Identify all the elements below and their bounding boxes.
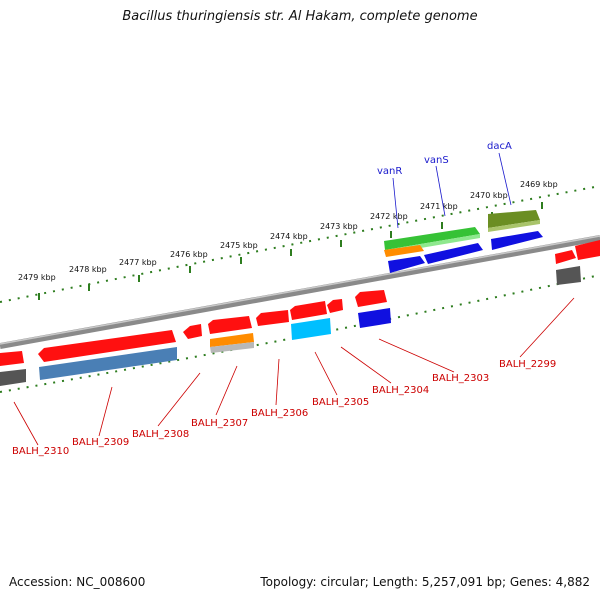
gene-label-BALH_2303: BALH_2303 [432,373,489,384]
bottom-gene-label-text: BALH_2310 BALH_2309 BALH_2308 BALH_2307 … [12,359,556,457]
gene-label-dacA: dacA [487,141,512,152]
gene-BALH_2309-red [38,330,176,362]
kbp-tick-label: 2472 kbp [370,212,408,221]
gene-green-dark-shade [488,220,540,232]
gene-label-BALH_2304: BALH_2304 [372,385,429,396]
gene-green-dark [488,210,540,228]
gene-label-vanS: vanS [424,155,449,166]
kbp-tick-label: 2471 kbp [420,202,458,211]
gene-red-far-right [575,240,600,260]
gene-label-BALH_2306: BALH_2306 [251,408,308,419]
gene-red-small-right [555,250,576,264]
kbp-tick-label: 2476 kbp [170,250,208,259]
gene-cyan-2305 [291,318,331,340]
gene-orange-2307 [210,333,254,347]
kbp-tick-label: 2469 kbp [520,180,558,189]
reverse-genes [0,266,581,386]
gene-red-2304 [355,290,387,307]
gene-gray-2299 [556,266,581,285]
gene-blue-arrow-3 [491,231,543,250]
kbp-tick-labels: 2479 kbp 2478 kbp 2477 kbp 2476 kbp 2475… [18,180,558,282]
gene-red-small-2 [327,299,343,313]
gene-label-BALH_2299: BALH_2299 [499,359,556,370]
gene-label-BALH_2307: BALH_2307 [191,418,248,429]
kbp-tick-label: 2470 kbp [470,191,508,200]
gene-orange-arrow [384,245,424,257]
kbp-tick-label: 2474 kbp [270,232,308,241]
gene-blue-arrow-2 [424,243,483,264]
kbp-tick-label: 2473 kbp [320,222,358,231]
gene-blue-2304 [358,308,391,328]
gene-label-BALH_2308: BALH_2308 [132,429,189,440]
kbp-tick-label: 2475 kbp [220,241,258,250]
forward-genes [384,210,600,273]
gene-gray-left-edge [0,369,26,386]
gene-vanR-arrow [384,227,480,250]
genome-summary-text: Topology: circular; Length: 5,257,091 bp… [260,575,590,589]
gene-red-2306 [256,310,289,326]
gene-red-left-edge [0,351,24,366]
bottom-gene-labels [13,297,575,446]
kbp-tick-label: 2477 kbp [119,258,157,267]
genome-backbone [0,235,600,349]
gene-blue-arrow-1 [388,256,425,273]
gene-label-vanR: vanR [377,166,402,177]
kbp-tick-label: 2478 kbp [69,265,107,274]
gene-gray-2307 [210,342,254,353]
top-gene-labels: vanR vanS dacA [377,141,512,229]
gene-BALH_2309-blue [39,347,177,380]
accession-text: Accession: NC_008600 [9,575,146,589]
gene-label-BALH_2310: BALH_2310 [12,446,69,457]
gene-label-BALH_2309: BALH_2309 [72,437,129,448]
gene-red-2305 [290,301,327,320]
gene-red-small-1 [183,324,202,339]
backbone-highlight [0,235,600,345]
kbp-tick-label: 2479 kbp [18,273,56,282]
gene-label-BALH_2305: BALH_2305 [312,397,369,408]
genome-title: Bacillus thuringiensis str. Al Hakam, co… [122,9,478,24]
gene-red-2307 [208,316,252,334]
